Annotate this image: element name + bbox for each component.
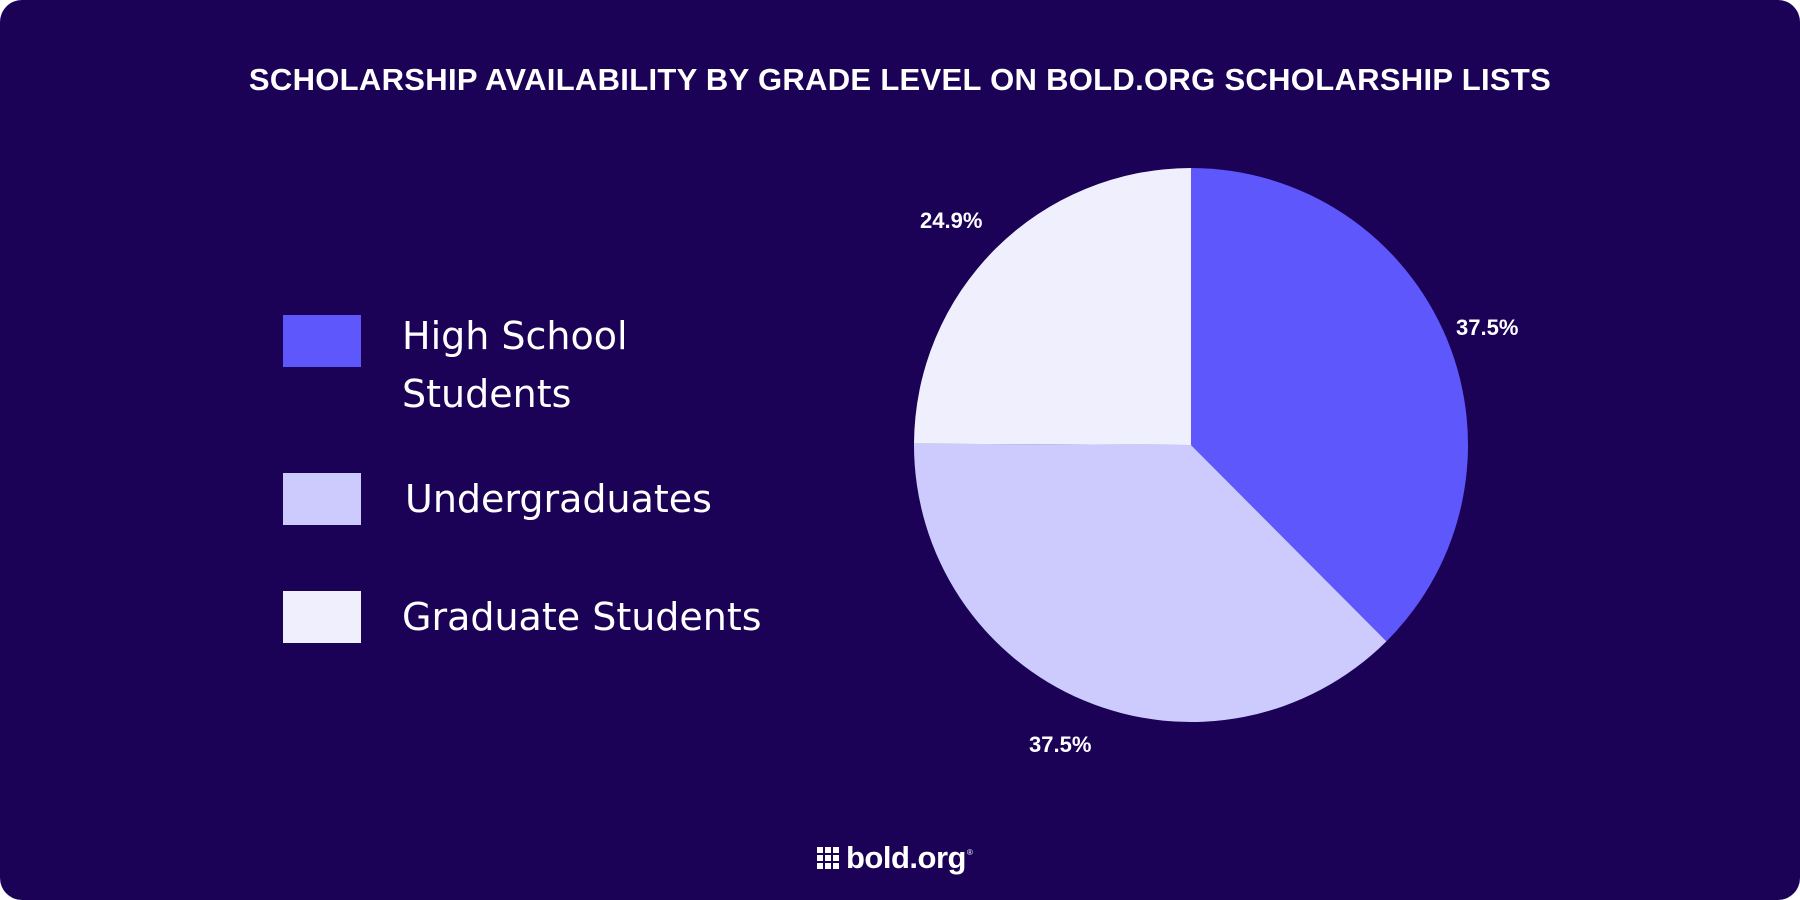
chart-title: SCHOLARSHIP AVAILABILITY BY GRADE LEVEL … (248, 62, 1552, 97)
legend-label-line1: High School (402, 314, 628, 358)
pie-slice-undergraduates (914, 443, 1387, 723)
label-high-school-pct: 37.5% (1456, 315, 1519, 340)
pie-slice-high-school (1191, 168, 1469, 642)
legend-label-graduate: Graduate Students (402, 595, 762, 639)
label-undergraduates-pct: 37.5% (1029, 732, 1092, 757)
legend-label-undergraduates: Undergraduates (405, 477, 712, 521)
pie-slice-graduate (914, 168, 1191, 445)
legend-label-high-school: High School Students (402, 307, 628, 423)
legend-swatch-high-school (283, 315, 361, 367)
logo-grid-icon (817, 847, 839, 869)
label-graduate-pct: 24.9% (920, 208, 983, 233)
legend-swatch-graduate (283, 591, 361, 643)
legend-swatch-undergraduates (283, 473, 361, 525)
registered-mark: ® (966, 848, 973, 857)
logo-text: bold.org (846, 840, 966, 875)
legend-label-line2: Students (402, 372, 572, 416)
bold-org-logo: bold.org ® (817, 840, 973, 876)
